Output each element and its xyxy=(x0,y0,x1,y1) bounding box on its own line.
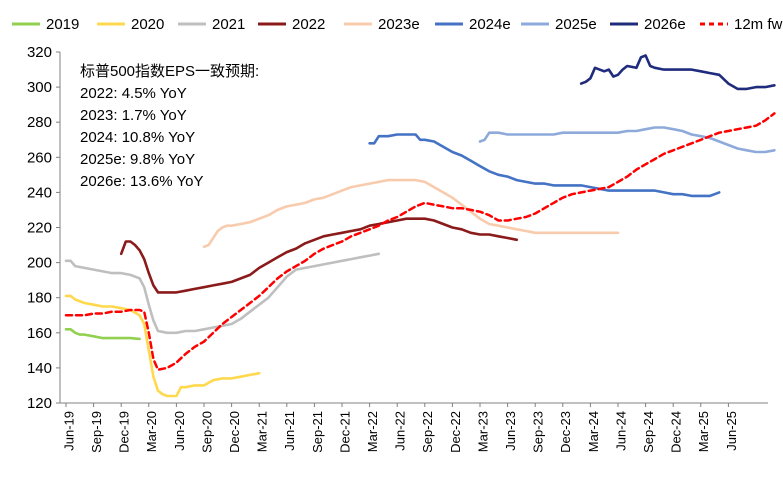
annotation-line: 标普500指数EPS一致预期: xyxy=(80,63,259,80)
x-tick-label: Mar-25 xyxy=(696,411,711,452)
x-tick-label: Sep-23 xyxy=(531,411,546,453)
axes-layer: 120 140 160 180 200 220 240 260 280 300 320 Jun-19 S… xyxy=(27,44,768,453)
annotation-line: 2025e: 9.8% YoY xyxy=(80,151,195,168)
x-tick-label: Dec-21 xyxy=(337,411,352,453)
x-tick-label: Jun-22 xyxy=(393,411,408,451)
legend: 2019 2020 2021 2022 2023e 2024e 2025e 2026e 12m … xyxy=(12,16,783,33)
x-tick-label: Mar-20 xyxy=(144,411,159,452)
y-tick-label: 140 xyxy=(27,360,52,377)
x-tick-label: Mar-24 xyxy=(586,411,601,452)
x-tick-label: Dec-19 xyxy=(117,411,132,453)
series-layer xyxy=(64,54,776,398)
annotation-box: 标普500指数EPS一致预期: 2022: 4.5% YoY 2023: 1.7% … xyxy=(80,63,259,190)
legend-label: 2022 xyxy=(292,16,325,33)
x-tick-label: Dec-23 xyxy=(558,411,573,453)
annotation-line: 2026e: 13.6% YoY xyxy=(80,173,203,190)
y-tick-label: 220 xyxy=(27,220,52,237)
y-tick-label: 160 xyxy=(27,325,52,342)
y-tick-label: 300 xyxy=(27,79,52,96)
series-line-2026e xyxy=(579,54,776,91)
series-line-2024e xyxy=(368,133,721,198)
series-line-2020 xyxy=(64,294,261,398)
legend-label: 2025e xyxy=(555,16,597,33)
x-tick-label: Mar-22 xyxy=(365,411,380,452)
y-tick-label: 280 xyxy=(27,114,52,131)
legend-label: 12m fwd xyxy=(734,16,783,33)
series-line-2022 xyxy=(119,217,519,294)
series-line-12m-fwd xyxy=(64,112,776,371)
annotation-line: 2024: 10.8% YoY xyxy=(80,129,195,146)
x-tick-label: Jun-23 xyxy=(503,411,518,451)
y-tick-label: 260 xyxy=(27,149,52,166)
legend-label: 2021 xyxy=(212,16,245,33)
x-tick-label: Dec-20 xyxy=(227,411,242,453)
x-tick-label: Mar-23 xyxy=(475,411,490,452)
x-tick-label: Jun-25 xyxy=(724,411,739,451)
x-tick-label: Jun-24 xyxy=(613,411,628,451)
series-line-2019 xyxy=(64,328,141,341)
x-tick-label: Jun-19 xyxy=(61,411,76,451)
x-tick-label: Sep-20 xyxy=(199,411,214,453)
x-tick-label: Sep-21 xyxy=(310,411,325,453)
x-tick-label: Jun-20 xyxy=(172,411,187,451)
y-tick-label: 200 xyxy=(27,255,52,272)
legend-label: 2019 xyxy=(46,16,79,33)
x-tick-label: Sep-22 xyxy=(420,411,435,453)
annotation-line: 2022: 4.5% YoY xyxy=(80,85,187,102)
series-line-2021 xyxy=(64,252,381,335)
legend-label: 2024e xyxy=(469,16,511,33)
legend-label: 2026e xyxy=(644,16,686,33)
x-tick-label: Sep-24 xyxy=(641,411,656,453)
x-tick-label: Dec-22 xyxy=(448,411,463,453)
y-tick-label: 180 xyxy=(27,290,52,307)
x-tick-label: Jun-21 xyxy=(282,411,297,451)
x-tick-label: Sep-19 xyxy=(89,411,104,453)
y-tick-label: 120 xyxy=(27,395,52,412)
y-tick-label: 320 xyxy=(27,44,52,61)
legend-label: 2020 xyxy=(131,16,164,33)
y-tick-label: 240 xyxy=(27,184,52,201)
legend-label: 2023e xyxy=(378,16,420,33)
series-line-2025e xyxy=(478,126,776,154)
series-line-2023e xyxy=(202,178,620,249)
x-tick-label: Dec-24 xyxy=(669,411,684,453)
x-tick-label: Mar-21 xyxy=(255,411,270,452)
annotation-line: 2023: 1.7% YoY xyxy=(80,107,187,124)
